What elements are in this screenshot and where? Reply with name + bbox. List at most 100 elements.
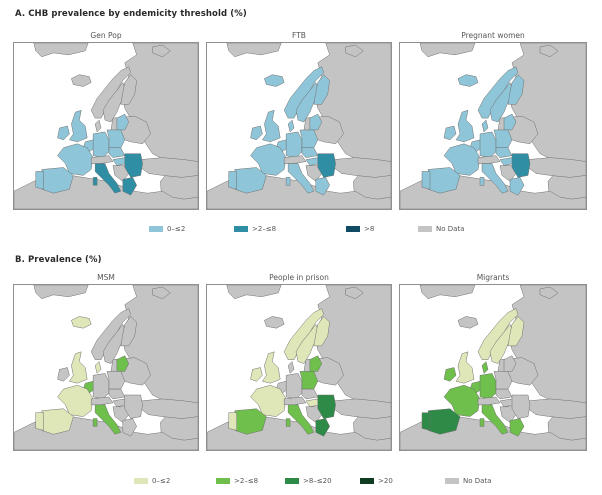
legend-panel-b: 0–≤2 >2–≤8 >8–≤20 >20 No Data xyxy=(0,477,602,489)
map-title-pregnant-women: Pregnant women xyxy=(461,31,525,40)
region-central xyxy=(301,147,319,158)
region-portugal xyxy=(228,412,237,431)
region-greenland xyxy=(419,43,476,58)
region-denmark xyxy=(287,119,295,133)
region-balkans xyxy=(305,406,322,423)
europe-map-svg xyxy=(207,43,391,209)
map-gen-pop xyxy=(13,42,199,210)
legend-item: >8–≤20 xyxy=(285,477,332,485)
region-finland xyxy=(313,316,330,347)
legend-swatch xyxy=(134,478,148,484)
region-balkans xyxy=(112,165,129,182)
region-sardinia xyxy=(479,418,485,427)
region-central xyxy=(108,388,126,400)
region-poland xyxy=(299,371,319,390)
region-greece xyxy=(509,177,525,196)
region-germany xyxy=(285,131,303,158)
region-poland xyxy=(299,129,319,148)
region-uk xyxy=(262,109,281,143)
region-germany xyxy=(92,373,110,400)
panel-a-title: A. CHB prevalence by endemicity threshol… xyxy=(15,9,247,19)
region-portugal xyxy=(421,412,431,431)
legend-label: >20 xyxy=(378,477,393,485)
region-iceland xyxy=(71,316,92,329)
region-france xyxy=(250,143,287,176)
region-arctic-isl xyxy=(539,44,559,58)
region-germany xyxy=(92,131,110,158)
region-sardinia xyxy=(92,418,98,427)
region-central xyxy=(495,147,513,158)
region-italy xyxy=(287,163,315,194)
region-switzerland-austria xyxy=(283,155,307,164)
region-uk xyxy=(69,109,88,143)
region-italy xyxy=(481,163,509,194)
legend-item: >2–≤8 xyxy=(216,477,258,485)
region-italy xyxy=(287,404,315,435)
region-ireland xyxy=(443,125,457,141)
region-greece xyxy=(315,177,330,196)
region-turkey xyxy=(140,157,198,178)
region-italy xyxy=(94,404,122,435)
legend-swatch xyxy=(285,478,299,484)
region-greece xyxy=(122,177,137,196)
region-denmark xyxy=(94,361,102,374)
region-greenland xyxy=(226,285,282,299)
legend-item: No Data xyxy=(418,225,464,233)
region-turkey xyxy=(333,398,391,419)
region-france xyxy=(443,143,481,176)
region-france xyxy=(443,384,481,417)
region-poland xyxy=(493,371,513,390)
region-finland xyxy=(313,74,330,105)
region-central xyxy=(301,388,319,400)
legend-label: No Data xyxy=(436,225,465,233)
region-ireland xyxy=(57,367,70,382)
legend-label: No Data xyxy=(463,477,492,485)
legend-label: >8 xyxy=(364,225,375,233)
region-spain xyxy=(41,167,74,194)
region-greenland xyxy=(226,43,282,58)
region-italy xyxy=(481,404,509,435)
region-poland xyxy=(106,371,126,390)
map-ftb xyxy=(206,42,392,210)
region-uk xyxy=(262,351,281,384)
region-denmark xyxy=(287,361,295,374)
region-baltics xyxy=(116,113,129,131)
region-balkans xyxy=(305,165,322,182)
region-portugal xyxy=(35,171,44,190)
region-germany xyxy=(479,373,497,400)
legend-panel-a: 0–≤2 >2–≤8 >8 No Data xyxy=(0,225,602,237)
region-iceland xyxy=(264,316,285,329)
legend-item: 0–≤2 xyxy=(134,477,170,485)
legend-swatch xyxy=(360,478,374,484)
region-central xyxy=(108,147,126,158)
region-spain xyxy=(427,167,461,194)
region-spain xyxy=(234,167,267,194)
region-poland xyxy=(493,129,513,148)
map-msm xyxy=(13,284,199,451)
region-central xyxy=(495,388,513,400)
region-ireland xyxy=(250,125,263,141)
region-baltics xyxy=(309,113,322,131)
region-poland xyxy=(106,129,126,148)
region-iceland xyxy=(264,74,285,87)
region-iceland xyxy=(71,74,92,87)
map-title-migrants: Migrants xyxy=(476,273,510,282)
region-romania-bulgaria xyxy=(124,394,143,419)
legend-label: >8–≤20 xyxy=(303,477,332,485)
europe-map-svg xyxy=(14,43,198,209)
region-baltics xyxy=(116,355,129,372)
legend-item: >20 xyxy=(360,477,393,485)
legend-item: 0–≤2 xyxy=(149,225,185,233)
region-germany xyxy=(479,131,497,158)
region-finland xyxy=(507,316,525,347)
legend-label: >2–≤8 xyxy=(252,225,277,233)
region-portugal xyxy=(421,171,431,190)
region-baltics xyxy=(309,355,322,372)
region-greece xyxy=(122,418,137,437)
legend-swatch xyxy=(216,478,230,484)
region-turkey xyxy=(140,398,198,419)
region-romania-bulgaria xyxy=(511,394,531,419)
legend-swatch xyxy=(445,478,459,484)
region-uk xyxy=(69,351,88,384)
region-iceland xyxy=(457,74,479,87)
